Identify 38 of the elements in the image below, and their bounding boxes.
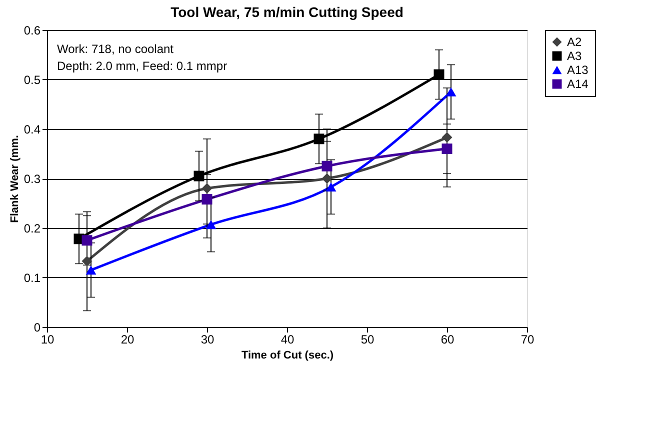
point — [82, 256, 92, 266]
legend-label: A2 — [567, 35, 582, 49]
x-axis-title: Time of Cut (sec.) — [241, 350, 334, 362]
annotation: Work: 718, no coolant — [57, 42, 174, 56]
chart-title: Tool Wear, 75 m/min Cutting Speed — [170, 4, 404, 20]
legend-label: A13 — [567, 63, 589, 77]
y-tick-label: 0.1 — [24, 271, 41, 285]
y-tick-label: 0.4 — [24, 122, 41, 136]
point — [314, 134, 324, 144]
point — [194, 170, 204, 182]
legend-label: A14 — [567, 77, 589, 91]
point — [434, 69, 444, 80]
point — [82, 235, 92, 246]
point — [446, 87, 456, 96]
x-tick-label: 30 — [200, 332, 214, 346]
point — [442, 144, 452, 154]
x-tick-label: 20 — [120, 332, 134, 346]
y-tick-label: 0 — [34, 320, 41, 334]
point — [326, 182, 336, 192]
point — [202, 194, 212, 205]
x-tick-label: 60 — [440, 332, 454, 346]
y-tick-label: 0.5 — [24, 73, 41, 87]
x-tick-label: 70 — [520, 332, 534, 346]
y-tick-label: 0.3 — [24, 172, 41, 186]
point — [442, 132, 452, 143]
point — [86, 266, 96, 275]
x-tick-label: 40 — [280, 332, 294, 346]
point — [206, 220, 216, 230]
y-axis-title: Flank Wear (mm. — [8, 135, 21, 223]
point — [202, 183, 212, 194]
x-tick-label: 10 — [40, 332, 54, 346]
y-tick-label: 0.2 — [24, 222, 41, 236]
annotation: Depth: 2.0 mm, Feed: 0.1 mmpr — [57, 59, 228, 73]
legend-label: A3 — [567, 49, 582, 63]
point — [322, 160, 332, 172]
point — [322, 173, 332, 184]
y-tick-label: 0.6 — [24, 24, 41, 38]
x-tick-label: 50 — [360, 332, 374, 346]
